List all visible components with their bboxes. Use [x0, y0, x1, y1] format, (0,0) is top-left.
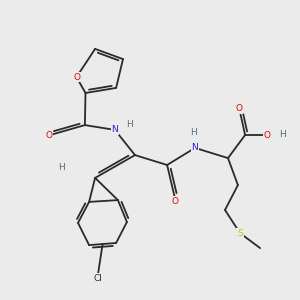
Text: O: O — [263, 130, 271, 140]
Text: N: N — [112, 125, 118, 134]
Text: O: O — [73, 73, 80, 82]
Text: S: S — [237, 229, 243, 238]
Text: O: O — [171, 196, 178, 206]
Text: Cl: Cl — [94, 274, 103, 283]
Text: H: H — [58, 163, 65, 172]
Text: O: O — [235, 104, 242, 113]
Text: H: H — [127, 120, 133, 129]
Text: O: O — [45, 130, 52, 140]
Text: H: H — [279, 130, 286, 139]
Text: N: N — [192, 143, 198, 152]
Text: H: H — [190, 128, 197, 137]
